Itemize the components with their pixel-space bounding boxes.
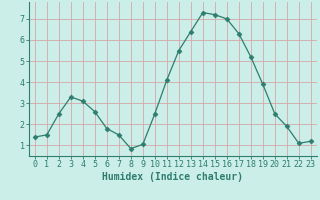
X-axis label: Humidex (Indice chaleur): Humidex (Indice chaleur) — [102, 172, 243, 182]
